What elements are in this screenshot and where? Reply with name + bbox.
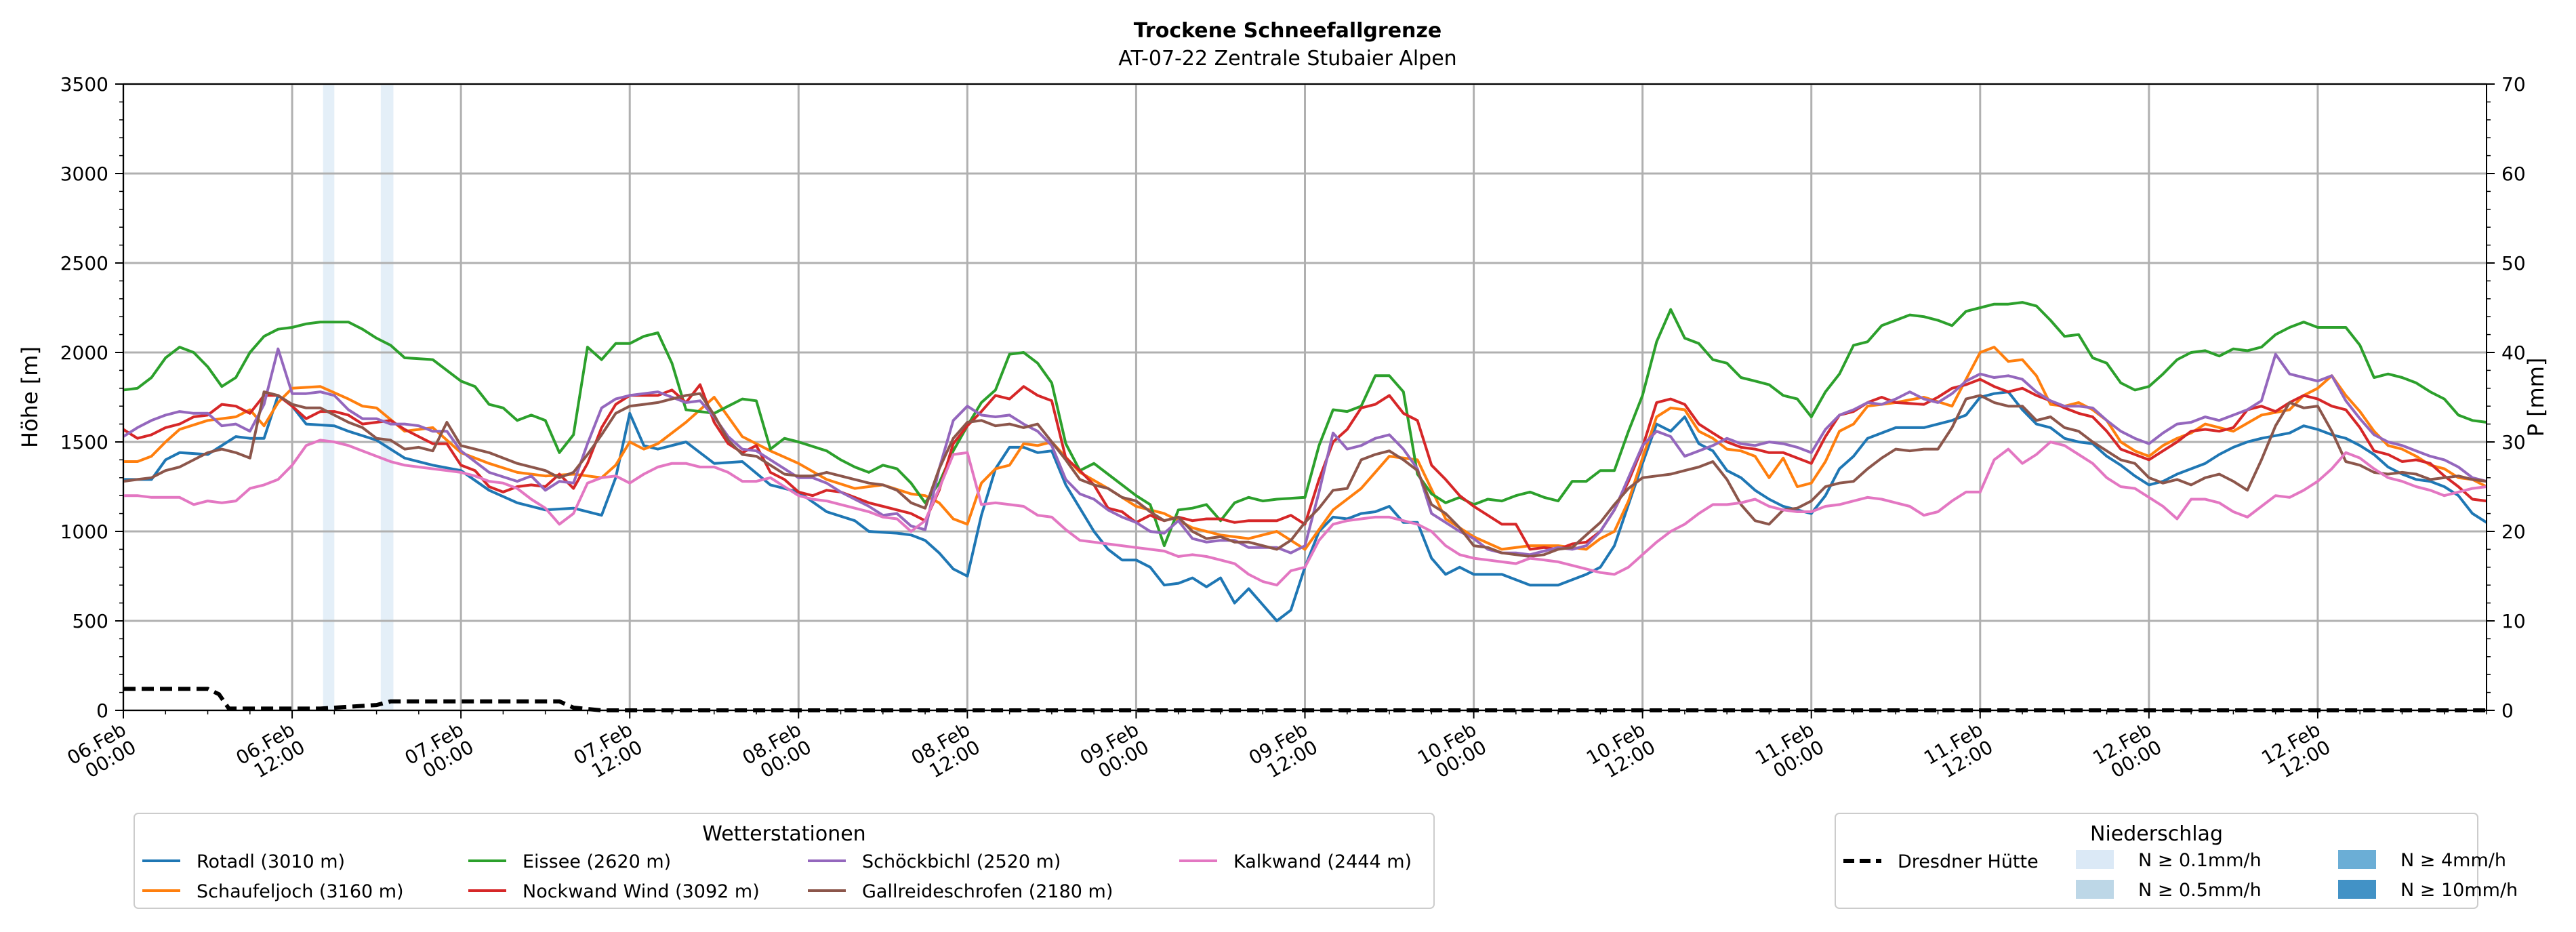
precip-legend-level-label: N ≥ 0.1mm/h <box>2138 850 2262 871</box>
precip-line-group <box>123 687 2487 712</box>
precip-legend: Niederschlag Dresdner Hütte N ≥ 0.1mm/h N … <box>1835 813 2518 909</box>
chart-subtitle: AT-07-22 Zentrale Stubaier Alpen <box>1118 47 1456 70</box>
y2-tick-label: 10 <box>2501 610 2526 632</box>
y-tick-label: 2500 <box>60 252 108 275</box>
y2-tick-label: 60 <box>2501 163 2526 185</box>
precip-legend-level-label: N ≥ 0.5mm/h <box>2138 880 2262 901</box>
precip-legend-level-swatch <box>2076 880 2114 899</box>
y2-tick-label: 0 <box>2501 700 2514 722</box>
station-legend-frame <box>134 813 1435 909</box>
station-legend-label: Schaufeljoch (3160 m) <box>197 881 404 902</box>
station-legend-label: Nockwand Wind (3092 m) <box>523 881 760 902</box>
y-tick-label: 1500 <box>60 431 108 453</box>
precip-legend-title: Niederschlag <box>2090 822 2223 846</box>
station-legend-label: Schöckbichl (2520 m) <box>862 851 1061 872</box>
precip-legend-level-swatch <box>2338 880 2376 899</box>
precip-line <box>123 687 2487 712</box>
y2-tick-label: 70 <box>2501 73 2526 96</box>
y-tick-label: 2000 <box>60 342 108 364</box>
precip-legend-line-label: Dresdner Hütte <box>1898 851 2039 872</box>
y2-tick-label: 30 <box>2501 431 2526 453</box>
precip-intensity-bands <box>323 84 394 710</box>
y2-tick-label: 40 <box>2501 342 2526 364</box>
station-legend-label: Gallreideschrofen (2180 m) <box>862 881 1113 902</box>
station-legend-title: Wetterstationen <box>702 822 865 846</box>
series-line-5 <box>123 390 2487 558</box>
y-tick-label: 0 <box>96 700 108 722</box>
precip-legend-level-label: N ≥ 4mm/h <box>2400 850 2506 871</box>
y2-tick-label: 20 <box>2501 521 2526 543</box>
precip-band <box>323 84 335 710</box>
series-line-4 <box>122 347 2487 556</box>
y-axis-label: Höhe [m] <box>17 346 43 448</box>
precip-band <box>380 84 394 710</box>
station-legend-label: Rotadl (3010 m) <box>197 851 345 872</box>
y-tick-label: 500 <box>73 610 108 632</box>
y-tick-label: 3500 <box>60 73 108 96</box>
precip-legend-level-swatch <box>2338 850 2376 869</box>
series-line-6 <box>123 439 2487 587</box>
station-legend-label: Eissee (2620 m) <box>523 851 671 872</box>
y-tick-label: 3000 <box>60 163 108 185</box>
y2-tick-label: 50 <box>2501 252 2526 275</box>
series-line-2 <box>123 301 2487 548</box>
precip-legend-frame <box>1835 813 2478 909</box>
station-legend-label: Kalkwand (2444 m) <box>1233 851 1412 872</box>
y-tick-label: 1000 <box>60 521 108 543</box>
grid-lines <box>122 83 2487 712</box>
y2-axis-label: P [mm] <box>2523 358 2549 437</box>
chart-title: Trockene Schneefallgrenze <box>1134 19 1442 43</box>
series-lines <box>122 301 2488 622</box>
series-line-0 <box>123 390 2488 622</box>
station-legend: Wetterstationen Rotadl (3010 m) Schaufelj… <box>134 813 1435 909</box>
precip-legend-level-label: N ≥ 10mm/h <box>2400 880 2518 901</box>
precip-legend-level-swatch <box>2076 850 2114 869</box>
